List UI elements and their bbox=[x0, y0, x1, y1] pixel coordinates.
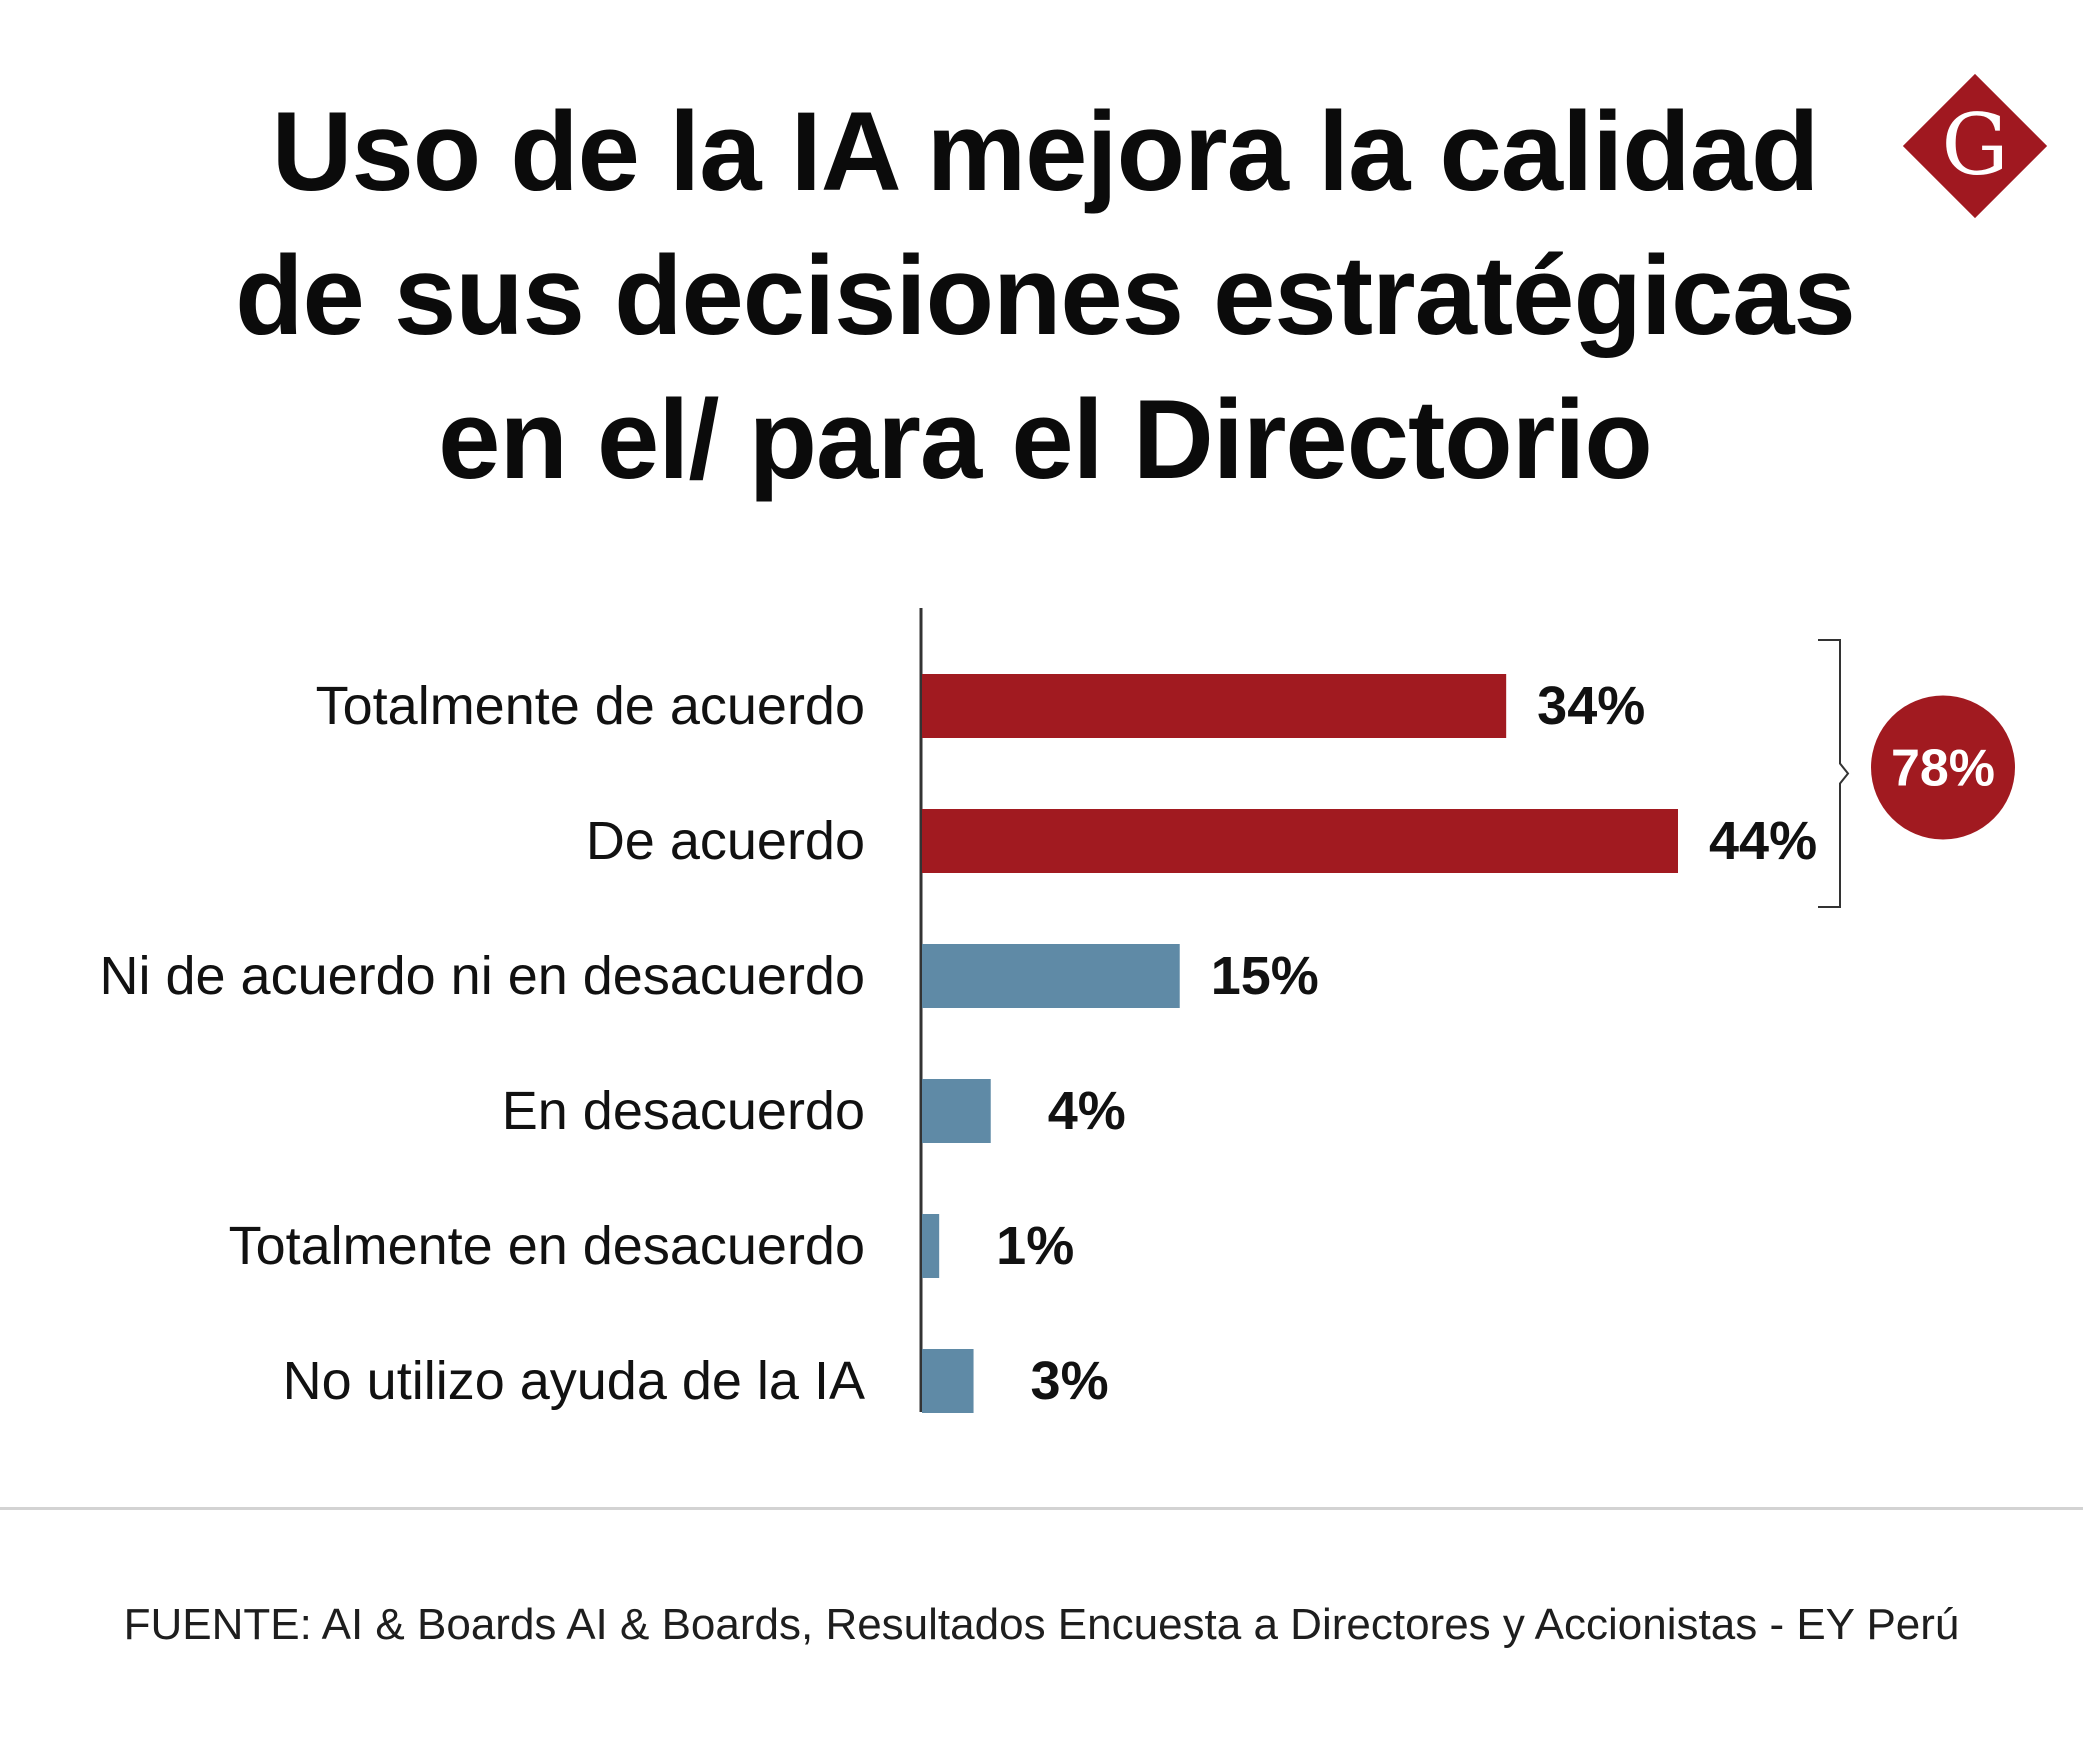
total-bracket bbox=[1818, 639, 1850, 908]
bar bbox=[922, 944, 1180, 1008]
chart-title: Uso de la IA mejora la calidad de sus de… bbox=[160, 80, 1930, 512]
bar bbox=[922, 1214, 940, 1278]
bar bbox=[922, 809, 1678, 873]
bar bbox=[922, 674, 1507, 738]
title-line-2: de sus decisiones estratégicas bbox=[235, 233, 1856, 358]
title-line-3: en el/ para el Directorio bbox=[438, 377, 1653, 502]
category-label: No utilizo ayuda de la IA bbox=[283, 1351, 865, 1411]
category-label: De acuerdo bbox=[586, 811, 865, 871]
total-badge bbox=[1871, 695, 2015, 840]
bar bbox=[922, 1079, 991, 1143]
category-label: Totalmente de acuerdo bbox=[316, 676, 865, 736]
value-label: 34% bbox=[1537, 676, 1645, 736]
value-label: 44% bbox=[1709, 811, 1817, 871]
category-label: Ni de acuerdo ni en desacuerdo bbox=[99, 946, 865, 1006]
source-note: FUENTE: AI & Boards AI & Boards, Resulta… bbox=[123, 1600, 1960, 1649]
footer-divider bbox=[0, 1507, 2083, 1510]
title-line-1: Uso de la IA mejora la calidad bbox=[271, 89, 1820, 214]
bar bbox=[922, 1349, 974, 1413]
logo-letter: G bbox=[1941, 96, 2008, 194]
value-label: 15% bbox=[1211, 946, 1319, 1006]
bar-chart: Totalmente de acuerdo 34% De acuerdo 44% Ni … bbox=[99, 608, 2015, 1413]
value-label: 4% bbox=[1048, 1081, 1126, 1141]
value-label: 3% bbox=[1031, 1351, 1109, 1411]
brand-logo: G bbox=[1902, 73, 2048, 219]
category-label: En desacuerdo bbox=[502, 1081, 865, 1141]
category-label: Totalmente en desacuerdo bbox=[229, 1216, 865, 1276]
value-label: 1% bbox=[996, 1216, 1074, 1276]
total-badge-label: 78% bbox=[1891, 740, 1995, 798]
